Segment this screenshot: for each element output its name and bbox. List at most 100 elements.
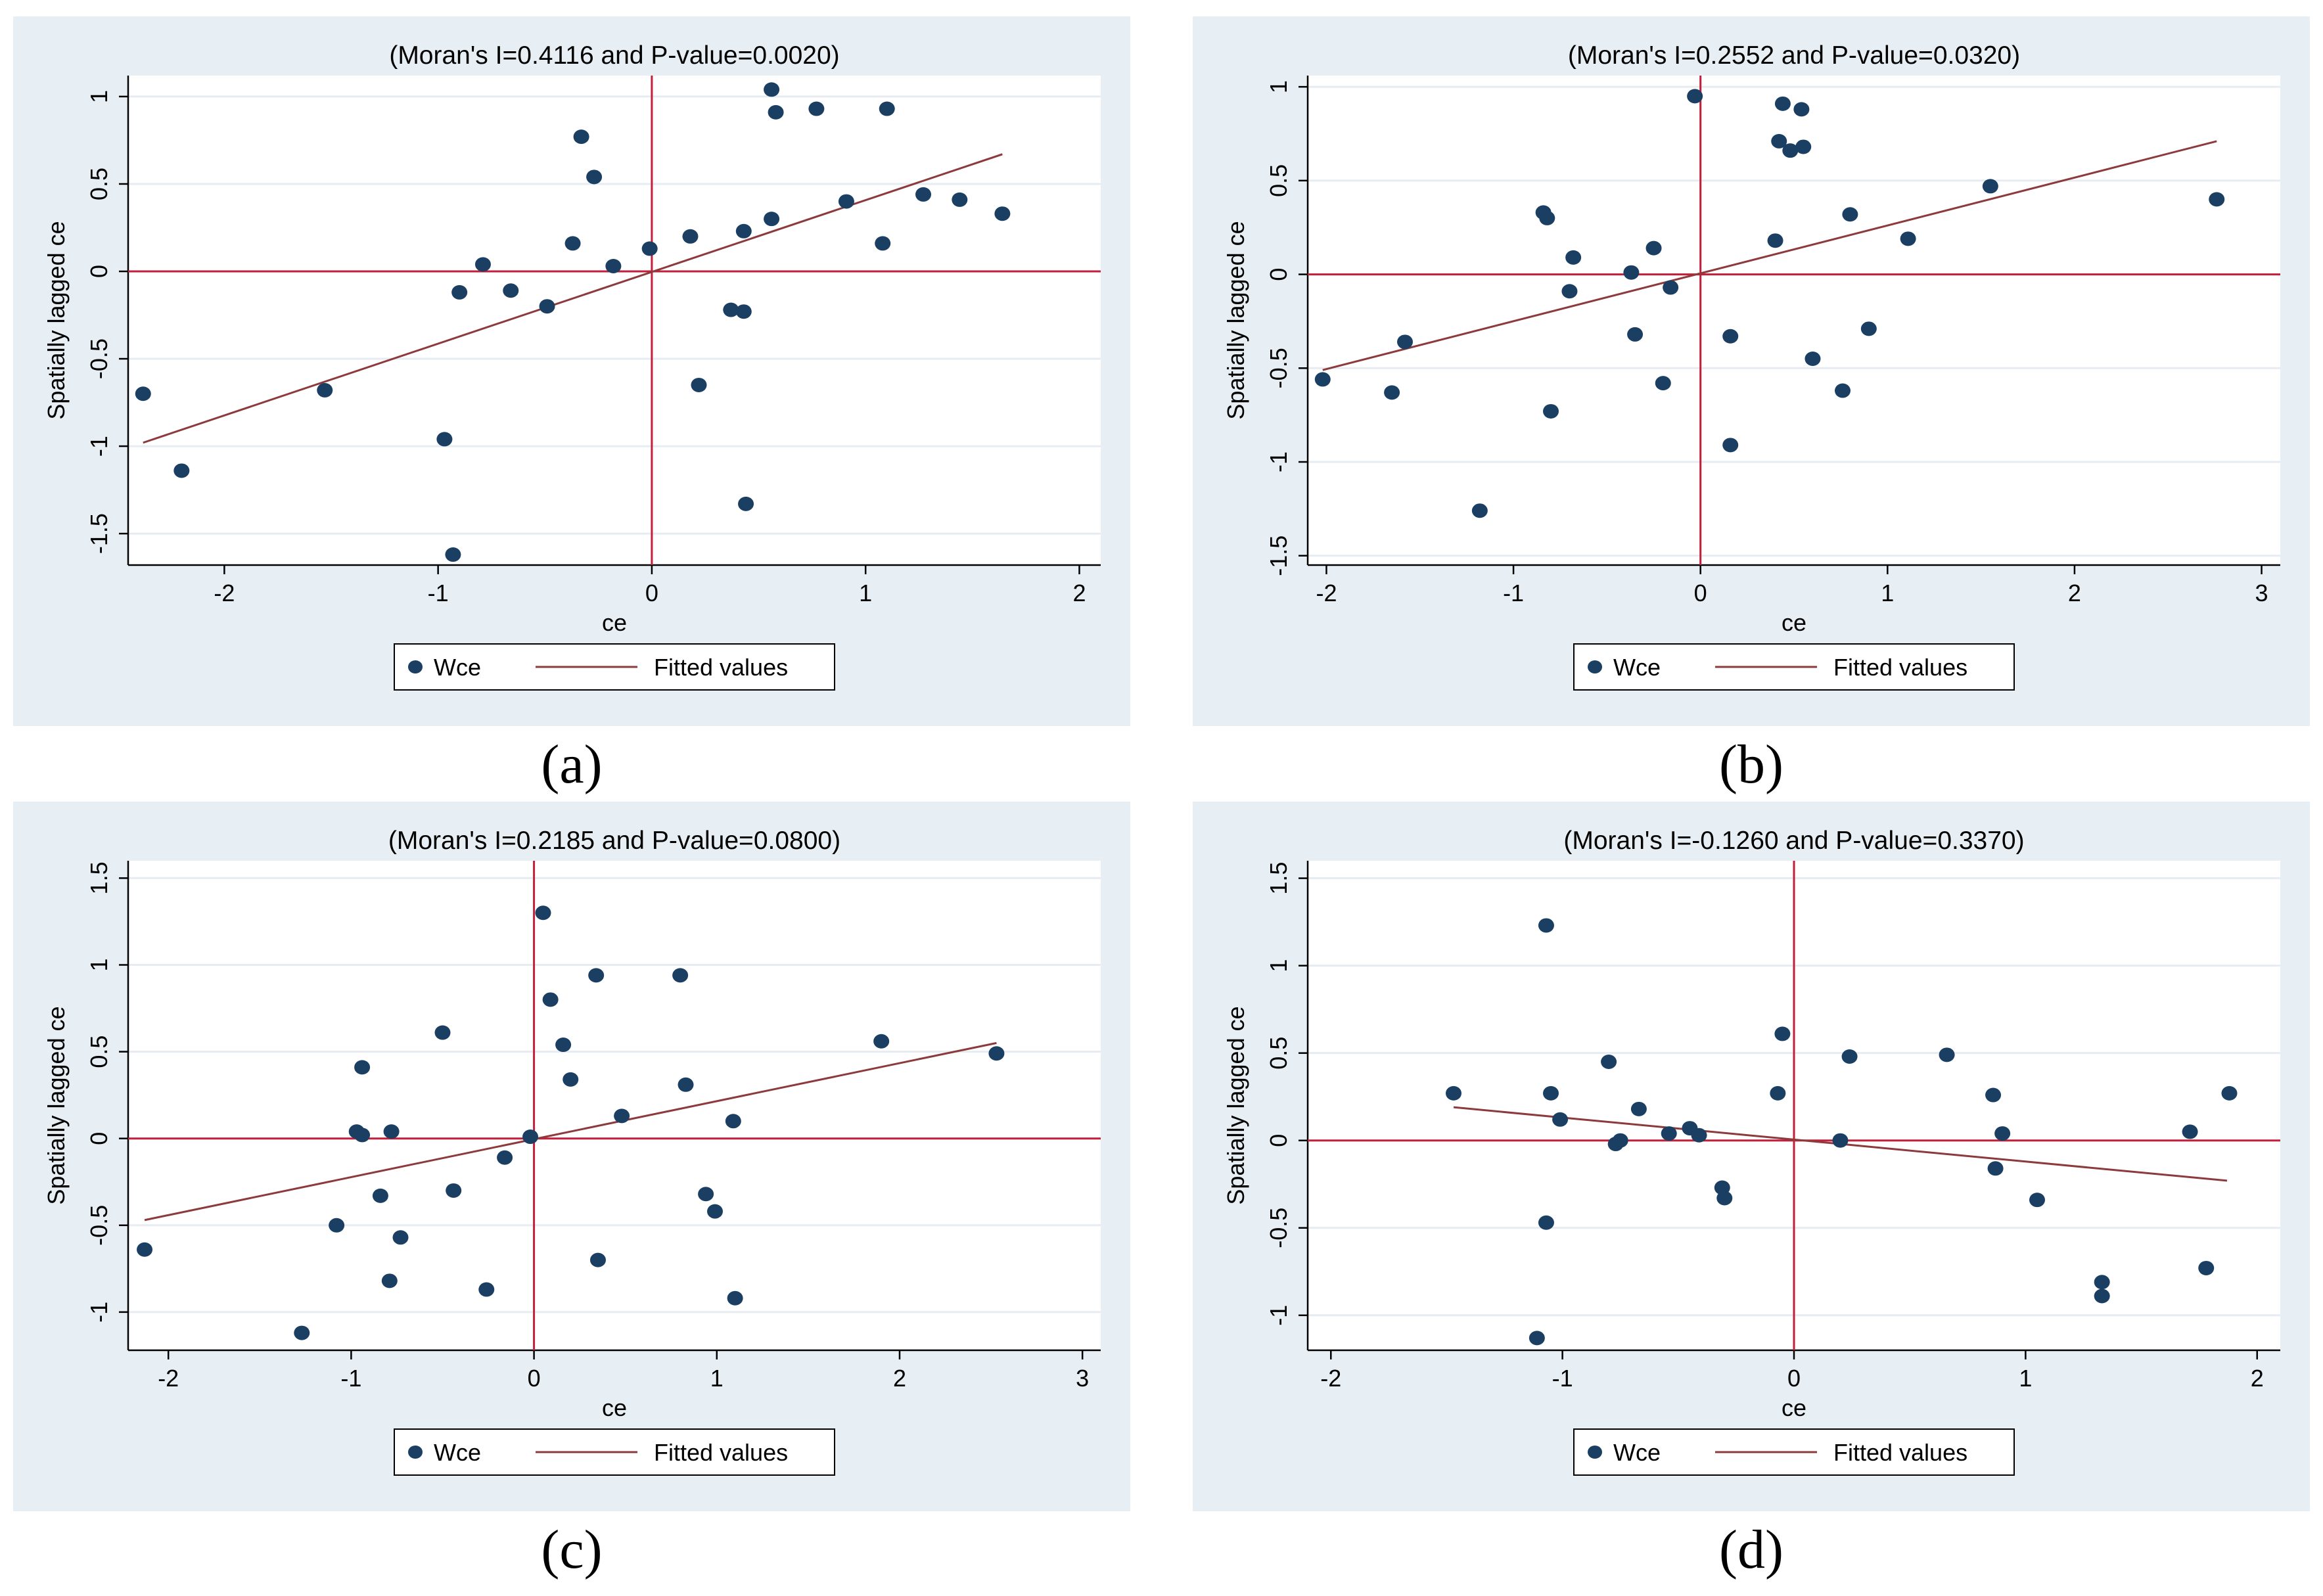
data-point: [1538, 918, 1554, 933]
legend-label-wce: Wce: [1613, 1439, 1661, 1466]
data-point: [838, 194, 854, 209]
data-point: [1795, 139, 1812, 154]
data-point: [1722, 329, 1739, 344]
chart-title: (Moran's I=-0.1260 and P-value=0.3370): [1563, 827, 2024, 855]
data-point: [1985, 1087, 2002, 1103]
scatter-chart-d: -2 -1 0 1 2 -1 -0.5 0 0.5 1 1.5 ce Spatially lagged …: [1193, 802, 2310, 1511]
y-tick-label: -1.5: [1265, 536, 1292, 576]
data-point: [539, 299, 555, 314]
data-point: [555, 1037, 572, 1053]
data-point: [1655, 376, 1671, 391]
x-tick-label: -2: [214, 580, 235, 606]
data-point: [1543, 1085, 1559, 1101]
data-point: [573, 129, 589, 145]
scatter-chart-b: -2 -1 0 1 2 3 -1.5 -1 -0.5 0 0.5 1 ce Spatially lagge…: [1193, 16, 2310, 726]
x-axis-title: ce: [602, 609, 627, 636]
data-point: [764, 82, 780, 97]
y-tick-label: 0: [85, 1132, 112, 1145]
legend-label-fitted: Fitted values: [1833, 1439, 1967, 1466]
y-tick-label: 1: [85, 958, 112, 971]
y-tick-label: -0.5: [85, 338, 112, 379]
data-point: [354, 1060, 371, 1075]
data-point: [1539, 210, 1555, 225]
x-tick-label: -2: [158, 1365, 179, 1392]
fitted-values-line: [1322, 140, 2217, 371]
data-point: [1561, 284, 1578, 299]
data-point: [2029, 1193, 2045, 1208]
data-point: [503, 283, 519, 298]
data-point: [738, 496, 754, 511]
data-point: [535, 905, 551, 921]
data-point: [605, 259, 622, 274]
x-tick-label: 1: [710, 1365, 724, 1392]
legend-label-wce: Wce: [434, 1439, 481, 1466]
data-point: [1835, 383, 1851, 398]
data-point: [563, 1072, 579, 1087]
x-axis-title: ce: [1782, 609, 1806, 636]
y-tick-label: 0: [1265, 1134, 1292, 1147]
data-point: [1661, 1126, 1677, 1141]
y-tick-label: -0.5: [1265, 1208, 1292, 1248]
data-point: [1805, 352, 1821, 367]
data-point: [588, 968, 605, 983]
data-point: [614, 1108, 630, 1124]
data-point: [478, 1282, 495, 1297]
data-point: [707, 1204, 724, 1219]
data-point: [2094, 1275, 2110, 1290]
data-point: [329, 1218, 345, 1233]
y-tick-label: 0.5: [1265, 164, 1292, 197]
data-point: [1900, 231, 1916, 246]
x-tick-label: 0: [1694, 580, 1707, 606]
data-point: [1832, 1133, 1849, 1148]
legend-marker: [1588, 660, 1602, 673]
y-tick-label: 1: [1265, 80, 1292, 93]
data-point: [135, 386, 151, 401]
panel-a: -2 -1 0 1 2 -1.5 -1 -0.5 0 0.5 1 ce Spatially lagged…: [13, 16, 1130, 726]
data-point: [383, 1124, 400, 1139]
x-tick-label: -1: [428, 580, 449, 606]
data-point: [2221, 1085, 2238, 1101]
x-tick-label: 0: [645, 580, 658, 606]
data-point: [1774, 1026, 1791, 1041]
y-axis-title: Spatially lagged ce: [43, 221, 70, 419]
y-axis-title: Spatially lagged ce: [1222, 1006, 1249, 1204]
data-point: [915, 187, 932, 202]
data-point: [1687, 89, 1703, 104]
x-tick-label: 2: [2068, 580, 2081, 606]
x-tick-label: 1: [859, 580, 872, 606]
y-tick-label: -1: [1265, 451, 1292, 472]
data-point: [1982, 179, 1998, 194]
data-point: [1722, 438, 1739, 453]
x-tick-label: -2: [1320, 1365, 1341, 1392]
data-point: [446, 1183, 462, 1198]
x-tick-label: -1: [1552, 1365, 1573, 1392]
scatter-chart-a: -2 -1 0 1 2 -1.5 -1 -0.5 0 0.5 1 ce Spatially lagged…: [13, 16, 1130, 726]
legend-label-fitted: Fitted values: [654, 1439, 788, 1466]
data-point: [589, 1252, 606, 1267]
data-point: [952, 192, 968, 207]
data-point: [879, 101, 895, 116]
data-point: [1691, 1128, 1707, 1143]
y-tick-label: 1.5: [1265, 862, 1292, 895]
data-point: [735, 223, 752, 239]
data-point: [678, 1077, 694, 1092]
fitted-values-line: [144, 1041, 997, 1221]
x-tick-label: -2: [1316, 580, 1337, 606]
data-point: [641, 241, 658, 256]
y-tick-label: 1: [85, 90, 112, 103]
x-tick-label: 3: [1076, 1365, 1089, 1392]
y-tick-label: -0.5: [85, 1205, 112, 1246]
y-tick-label: 0: [85, 265, 112, 278]
y-tick-label: 0.5: [1265, 1037, 1292, 1070]
legend-label-wce: Wce: [434, 654, 481, 681]
data-point: [691, 377, 707, 392]
legend-label-fitted: Fitted values: [654, 654, 788, 681]
data-point: [1538, 1215, 1554, 1230]
scatter-chart-c: -2 -1 0 1 2 3 -1 -0.5 0 0.5 1 1.5 ce Spatially lagged…: [13, 802, 1130, 1511]
x-tick-label: 0: [528, 1365, 541, 1392]
data-point: [1774, 96, 1791, 111]
x-tick-label: 2: [1072, 580, 1086, 606]
data-point: [1939, 1047, 1955, 1062]
data-point: [354, 1128, 371, 1143]
data-point: [436, 432, 453, 447]
